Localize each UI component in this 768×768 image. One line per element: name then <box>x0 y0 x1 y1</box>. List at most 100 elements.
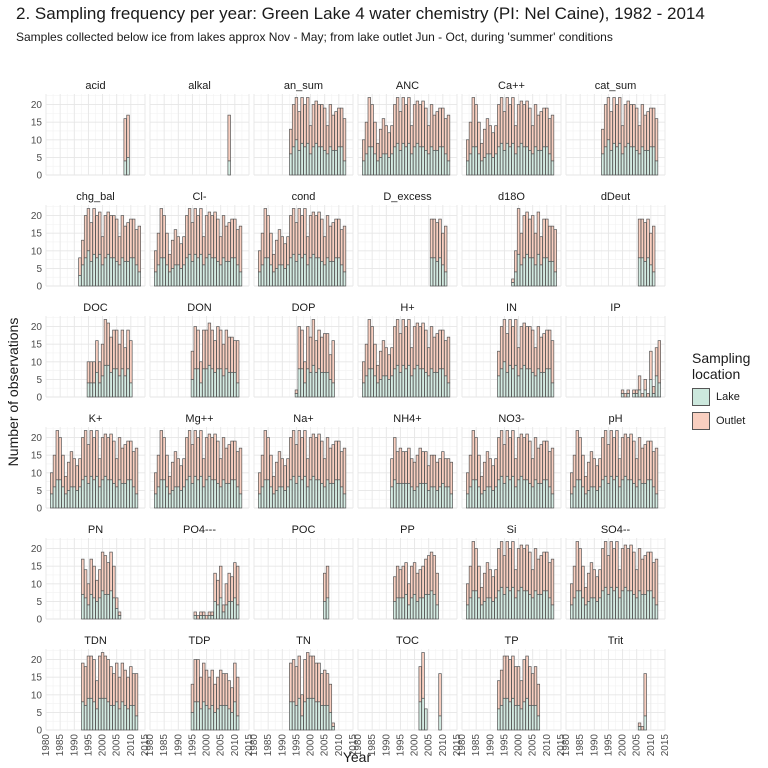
bar-outlet <box>398 111 403 151</box>
bar-outlet <box>182 458 186 488</box>
facet-panel-DOP: DOP <box>253 302 354 398</box>
bar-outlet <box>230 687 234 713</box>
bar-outlet <box>132 451 136 488</box>
y-tick-label: 10 <box>31 246 43 257</box>
bar-outlet <box>154 472 158 495</box>
bar-lake <box>190 712 195 731</box>
bar-lake <box>86 382 91 398</box>
bar-outlet <box>505 333 509 373</box>
bar-outlet <box>477 454 481 488</box>
bar-outlet <box>210 611 214 616</box>
bar-lake <box>418 701 422 731</box>
bar-outlet <box>207 322 212 366</box>
bar-outlet <box>471 541 475 592</box>
bar-outlet <box>233 340 237 373</box>
bar-outlet <box>410 347 414 377</box>
bar-lake <box>334 479 338 509</box>
bar-lake <box>652 146 656 176</box>
bar-outlet <box>603 430 608 477</box>
bar-outlet <box>216 218 220 262</box>
bar-lake <box>58 479 62 509</box>
bar-outlet <box>545 107 549 148</box>
bar-outlet <box>362 139 366 162</box>
bar-outlet <box>441 451 445 484</box>
bar-lake <box>98 697 102 731</box>
bar-outlet <box>438 673 442 717</box>
bar-lake <box>98 382 102 398</box>
bar-lake <box>429 368 434 398</box>
bar-outlet <box>92 361 96 384</box>
bar-outlet <box>415 572 420 602</box>
bar-outlet <box>291 430 296 477</box>
bar-lake <box>297 253 301 287</box>
bar-lake <box>412 146 417 176</box>
x-tick-label: 2000 <box>410 734 421 757</box>
bar-lake <box>173 486 178 509</box>
legend-item-outlet: Outlet <box>692 412 762 430</box>
bar-lake <box>415 142 420 176</box>
bar-lake <box>210 257 214 287</box>
bar-outlet <box>227 444 231 484</box>
bar-outlet <box>468 121 473 155</box>
bar-lake <box>154 271 158 287</box>
bar-outlet <box>72 458 76 488</box>
bar-lake <box>393 479 397 509</box>
bar-lake <box>193 615 197 620</box>
bar-outlet <box>117 611 122 616</box>
bar-lake <box>508 701 512 731</box>
bar-lake <box>193 253 197 287</box>
bar-lake <box>227 160 231 176</box>
bar-lake <box>415 364 420 398</box>
bar-outlet <box>412 562 417 595</box>
y-tick-label: 0 <box>36 393 42 404</box>
bar-outlet <box>635 458 639 488</box>
bar-outlet <box>182 236 186 266</box>
bar-lake <box>415 601 420 620</box>
facet-label: H+ <box>400 302 414 314</box>
bar-outlet <box>511 541 515 588</box>
bar-lake <box>522 701 526 731</box>
bar-lake <box>632 393 636 398</box>
bar-outlet <box>109 666 113 706</box>
bar-lake <box>429 146 434 176</box>
x-tick-label: 1995 <box>291 734 302 757</box>
bar-outlet <box>373 121 377 155</box>
bar-lake <box>272 493 276 509</box>
bar-outlet <box>303 430 307 477</box>
bar-lake <box>109 257 113 287</box>
bar-lake <box>578 590 582 620</box>
bar-lake <box>233 701 237 731</box>
bar-lake <box>342 160 347 176</box>
facet-label: Cl- <box>192 191 206 203</box>
legend-item-lake: Lake <box>692 388 762 406</box>
bar-outlet <box>289 662 293 703</box>
facet-panel-Si: Si <box>461 524 562 620</box>
bar-lake <box>342 493 347 509</box>
bar-outlet <box>236 451 240 488</box>
bar-lake <box>311 697 316 731</box>
bar-outlet <box>401 451 405 484</box>
bar-outlet <box>132 218 136 259</box>
bar-lake <box>202 701 206 731</box>
bar-outlet <box>258 250 262 273</box>
bar-outlet <box>219 565 223 599</box>
bar-outlet <box>531 215 535 259</box>
bar-outlet <box>519 326 524 370</box>
bar-lake <box>516 375 521 398</box>
y-tick-label: 5 <box>36 264 42 275</box>
bar-outlet <box>499 326 504 370</box>
bar-lake <box>424 482 428 509</box>
bar-lake <box>213 479 217 509</box>
bar-lake <box>592 597 596 620</box>
bar-outlet <box>482 128 487 158</box>
bar-lake <box>230 257 234 287</box>
bar-outlet <box>202 611 206 616</box>
bar-lake <box>519 142 524 176</box>
bar-lake <box>52 486 57 509</box>
bar-lake <box>300 142 304 176</box>
bar-lake <box>66 490 71 509</box>
bar-outlet <box>649 107 653 148</box>
bar-outlet <box>620 548 625 592</box>
bar-outlet <box>435 333 439 373</box>
